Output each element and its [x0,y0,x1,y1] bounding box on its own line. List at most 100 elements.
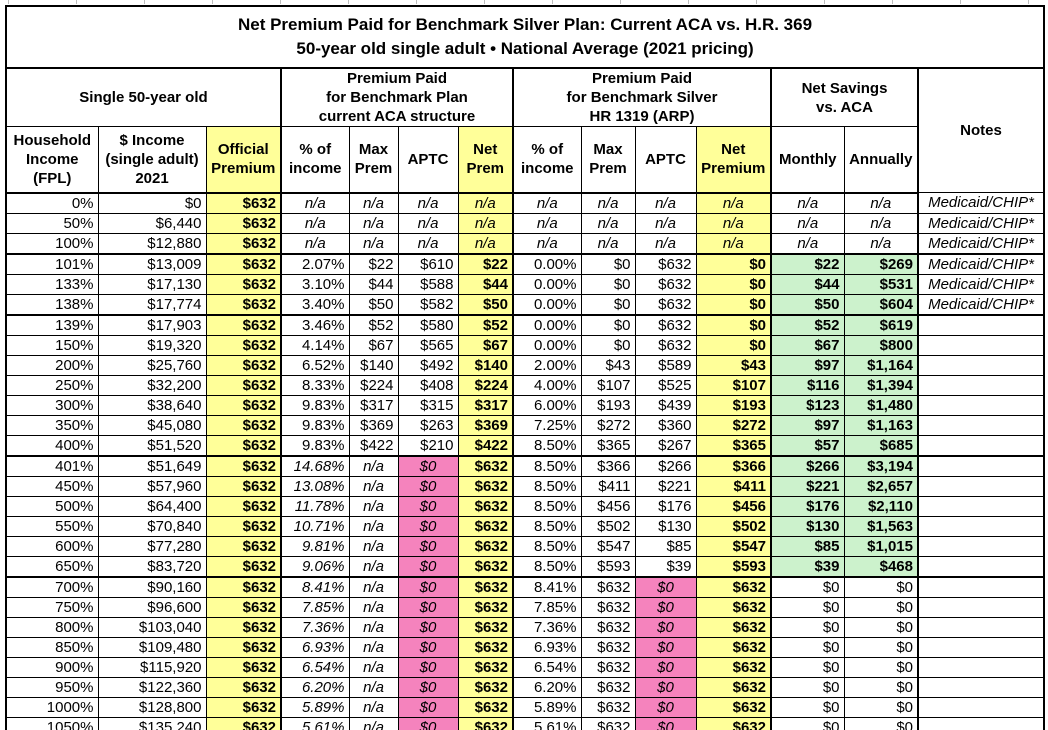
cell-fpl[interactable]: 139% [5,313,99,336]
cell-save_m[interactable]: $0 [770,636,845,658]
cell-arp_aptc[interactable]: $85 [634,535,697,557]
cell-arp_pct[interactable]: 0.00% [512,273,582,295]
cell-arp_max[interactable]: n/a [580,192,636,214]
cell-fpl[interactable]: 50% [5,212,99,234]
cell-arp_aptc[interactable]: $632 [634,293,697,315]
cell-fpl[interactable]: 950% [5,676,99,698]
cell-arp_max[interactable]: $366 [580,454,636,477]
cell-aca_max[interactable]: n/a [348,676,399,698]
cell-aca_max[interactable]: $67 [348,334,399,356]
cell-save_m[interactable]: $97 [770,354,845,376]
cell-official[interactable]: $632 [205,575,282,598]
cell-arp_max[interactable]: $632 [580,716,636,730]
column-header-arp-max-prem[interactable]: Max Prem [580,126,636,194]
cell-income[interactable]: $128,800 [97,696,207,718]
cell-aca_aptc[interactable]: $315 [397,394,459,416]
cell-official[interactable]: $632 [205,636,282,658]
cell-income[interactable]: $109,480 [97,636,207,658]
cell-aca_aptc[interactable]: $0 [397,716,459,730]
cell-note[interactable] [916,414,1045,436]
cell-save_a[interactable]: $619 [843,313,919,336]
cell-note[interactable]: Medicaid/CHIP* [916,293,1045,315]
cell-official[interactable]: $632 [205,716,282,730]
cell-arp_pct[interactable]: n/a [512,212,582,234]
cell-aca_net[interactable]: $632 [457,716,514,730]
cell-save_m[interactable]: $67 [770,334,845,356]
cell-arp_net[interactable]: $43 [695,354,772,376]
cell-save_a[interactable]: $0 [843,656,919,678]
cell-aca_pct[interactable]: n/a [280,212,350,234]
cell-aca_net[interactable]: $22 [457,252,514,275]
cell-arp_net[interactable]: $632 [695,716,772,730]
cell-official[interactable]: $632 [205,475,282,497]
cell-aca_aptc[interactable]: $0 [397,535,459,557]
cell-save_m[interactable]: $39 [770,555,845,577]
cell-note[interactable] [916,696,1045,718]
cell-aca_max[interactable]: n/a [348,535,399,557]
cell-note[interactable]: Medicaid/CHIP* [916,192,1045,214]
cell-fpl[interactable]: 800% [5,616,99,638]
cell-save_m[interactable]: $0 [770,656,845,678]
cell-aca_pct[interactable]: n/a [280,232,350,254]
cell-arp_net[interactable]: $366 [695,454,772,477]
cell-fpl[interactable]: 150% [5,334,99,356]
cell-save_a[interactable]: $0 [843,696,919,718]
cell-aca_aptc[interactable]: $0 [397,596,459,618]
cell-official[interactable]: $632 [205,515,282,537]
cell-arp_aptc[interactable]: $266 [634,454,697,477]
cell-official[interactable]: $632 [205,374,282,396]
cell-income[interactable]: $90,160 [97,575,207,598]
group-header-aca[interactable]: Premium Paid for Benchmark Plan current … [280,67,514,127]
cell-save_m[interactable]: $123 [770,394,845,416]
cell-fpl[interactable]: 100% [5,232,99,254]
cell-aca_pct[interactable]: 9.83% [280,434,350,456]
cell-aca_net[interactable]: $50 [457,293,514,315]
cell-aca_net[interactable]: $632 [457,696,514,718]
cell-aca_pct[interactable]: 3.46% [280,313,350,336]
cell-arp_aptc[interactable]: $0 [634,656,697,678]
cell-fpl[interactable]: 0% [5,192,99,214]
cell-aca_pct[interactable]: 9.81% [280,535,350,557]
cell-arp_aptc[interactable]: $130 [634,515,697,537]
cell-aca_aptc[interactable]: $0 [397,495,459,517]
cell-aca_aptc[interactable]: $408 [397,374,459,396]
cell-arp_pct[interactable]: 7.85% [512,596,582,618]
cell-arp_pct[interactable]: 6.20% [512,676,582,698]
cell-official[interactable]: $632 [205,656,282,678]
cell-save_a[interactable]: $604 [843,293,919,315]
cell-aca_pct[interactable]: 7.36% [280,616,350,638]
cell-aca_max[interactable]: n/a [348,515,399,537]
cell-arp_max[interactable]: $632 [580,656,636,678]
cell-save_a[interactable]: $1,480 [843,394,919,416]
cell-note[interactable] [916,354,1045,376]
cell-save_a[interactable]: n/a [843,232,919,254]
cell-aca_max[interactable]: n/a [348,636,399,658]
cell-save_m[interactable]: $0 [770,596,845,618]
cell-note[interactable]: Medicaid/CHIP* [916,252,1045,275]
cell-note[interactable] [916,555,1045,577]
cell-arp_net[interactable]: $107 [695,374,772,396]
cell-income[interactable]: $57,960 [97,475,207,497]
cell-save_m[interactable]: $22 [770,252,845,275]
cell-income[interactable]: $19,320 [97,334,207,356]
cell-official[interactable]: $632 [205,454,282,477]
cell-save_m[interactable]: $57 [770,434,845,456]
cell-aca_net[interactable]: $632 [457,575,514,598]
cell-arp_aptc[interactable]: n/a [634,232,697,254]
cell-aca_net[interactable]: $632 [457,555,514,577]
cell-save_m[interactable]: n/a [770,232,845,254]
cell-fpl[interactable]: 200% [5,354,99,376]
cell-arp_pct[interactable]: 8.50% [512,535,582,557]
cell-aca_aptc[interactable]: $588 [397,273,459,295]
cell-arp_aptc[interactable]: $525 [634,374,697,396]
cell-aca_pct[interactable]: 11.78% [280,495,350,517]
cell-aca_aptc[interactable]: $565 [397,334,459,356]
cell-arp_max[interactable]: $502 [580,515,636,537]
cell-save_a[interactable]: n/a [843,192,919,214]
cell-aca_max[interactable]: n/a [348,575,399,598]
cell-fpl[interactable]: 400% [5,434,99,456]
cell-aca_max[interactable]: n/a [348,212,399,234]
cell-save_m[interactable]: $266 [770,454,845,477]
cell-arp_max[interactable]: $411 [580,475,636,497]
cell-note[interactable] [916,676,1045,698]
